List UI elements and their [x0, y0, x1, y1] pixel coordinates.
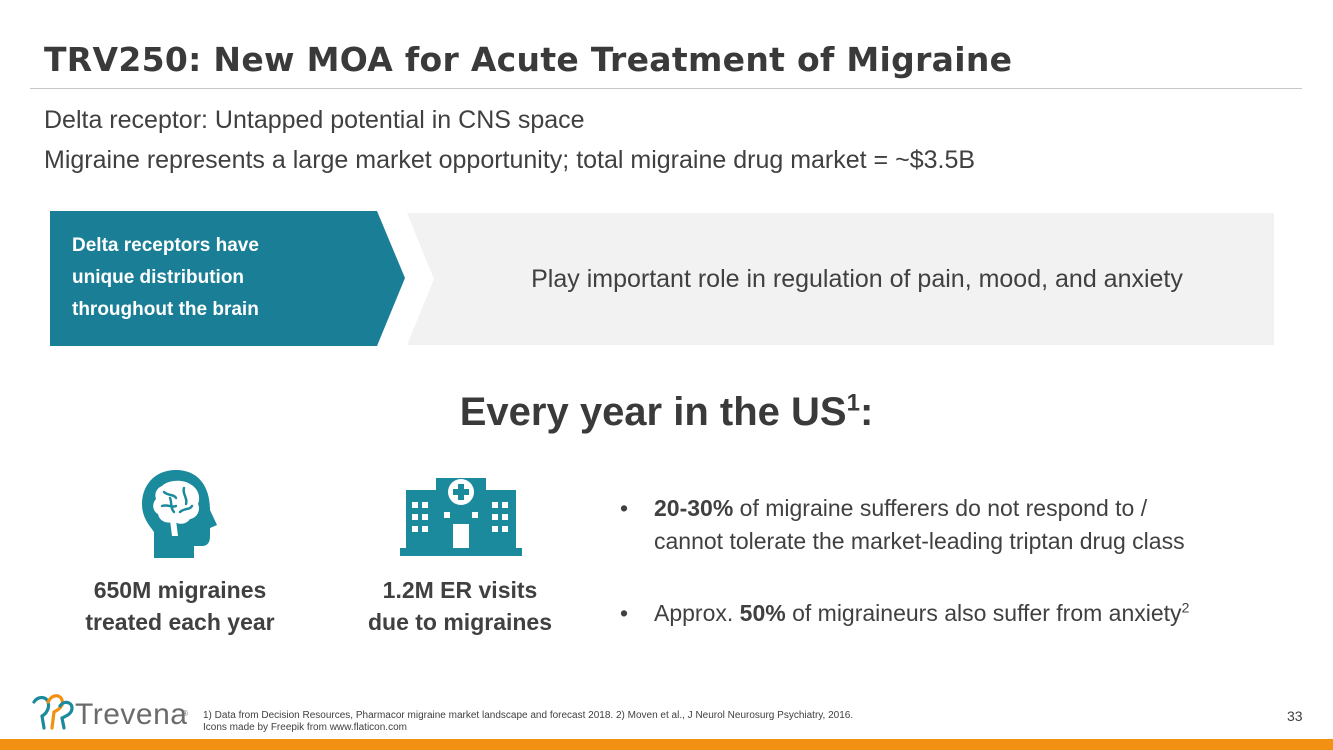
stat-line: due to migraines	[367, 609, 553, 635]
banner-left-line: Delta receptors have	[72, 235, 259, 256]
bullet-footnote-marker: 2	[1181, 599, 1190, 616]
stat-migraines-treated: 650M migraines treated each year	[50, 574, 310, 638]
chevron-banner	[50, 211, 1274, 346]
bullet-text: 20-30% of migraine sufferers do not resp…	[654, 492, 1185, 558]
hospital-icon	[400, 478, 522, 556]
footnote-line: Icons made by Freepik from www.flaticon.…	[203, 722, 407, 733]
heading-suffix: :	[859, 390, 874, 434]
registered-mark: ®	[182, 709, 188, 718]
subtitle-delta-receptor: Delta receptor: Untapped potential in CN…	[44, 106, 585, 134]
bullet-text: Approx. 50% of migraineurs also suffer f…	[654, 597, 1189, 630]
stat-er-visits: 1.2M ER visits due to migraines	[330, 574, 590, 638]
bullet-body: cannot tolerate the market-leading tript…	[654, 528, 1185, 554]
heading-footnote-marker: 1	[846, 389, 860, 417]
footnote-line: 1) Data from Decision Resources, Pharmac…	[203, 710, 854, 721]
section-heading: Every year in the US1:	[0, 390, 1333, 435]
bullet-body: of migraineurs also suffer from anxiety	[785, 600, 1182, 626]
banner-left-line: throughout the brain	[72, 299, 259, 320]
stat-line: 1.2M ER visits	[382, 577, 538, 603]
trevena-logo-mark-icon	[32, 694, 74, 730]
bullet-dot: •	[620, 495, 629, 521]
trevena-logo-text: Trevena	[75, 698, 188, 731]
slide-title: TRV250: New MOA for Acute Treatment of M…	[44, 40, 1013, 79]
bullet-body: of migraine sufferers do not respond to …	[733, 495, 1148, 521]
subtitle-market-opportunity: Migraine represents a large market oppor…	[44, 146, 976, 174]
stat-line: treated each year	[85, 609, 275, 635]
stat-line: 650M migraines	[93, 577, 267, 603]
banner-left-chevron	[50, 211, 405, 346]
bullet-highlight: 20-30%	[654, 495, 734, 521]
footnotes: 1) Data from Decision Resources, Pharmac…	[203, 710, 853, 734]
banner-left-text: Delta receptors have unique distribution…	[72, 230, 372, 326]
banner-right-text: Play important role in regulation of pai…	[531, 265, 1183, 293]
bullet-prefix: Approx.	[654, 600, 740, 626]
title-divider	[30, 88, 1302, 89]
banner-right-panel	[407, 213, 1274, 345]
banner-left-line: unique distribution	[72, 267, 245, 288]
brain-head-icon	[142, 470, 217, 558]
page-number: 33	[1287, 708, 1303, 724]
heading-text: Every year in the US	[459, 390, 847, 434]
bullet-highlight: 50%	[739, 600, 786, 626]
bottom-accent-bar	[0, 739, 1333, 750]
bullet-dot: •	[620, 600, 629, 626]
